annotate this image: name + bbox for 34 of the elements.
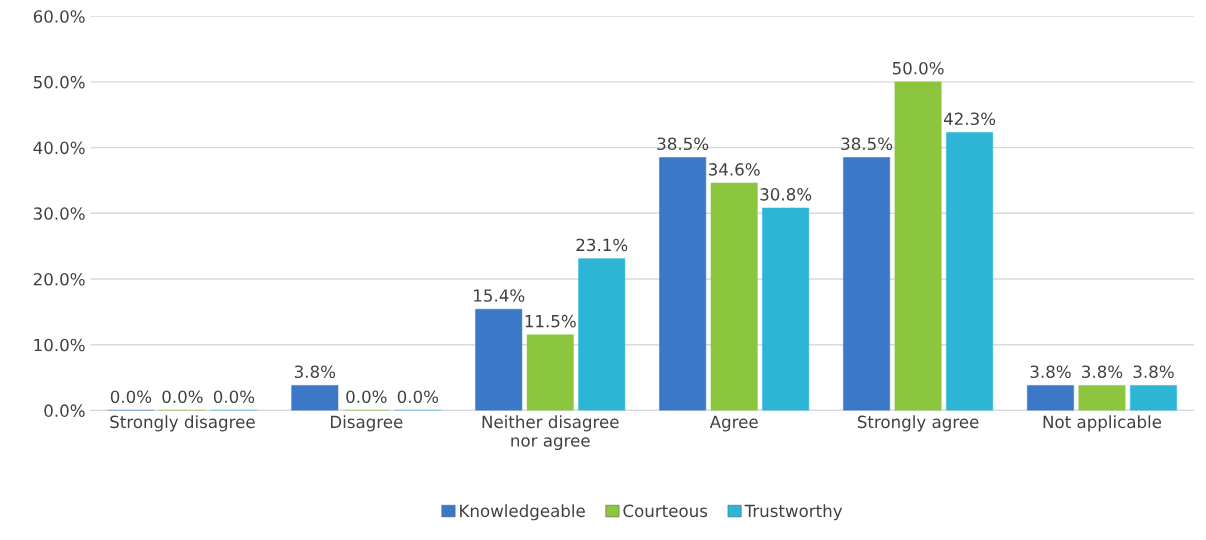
- data-label: 42.3%: [943, 112, 996, 126]
- data-label: 30.8%: [760, 188, 812, 201]
- x-tick-label: Strongly agree: [857, 415, 979, 432]
- legend-label: Courteous: [623, 504, 708, 518]
- data-label: 38.5%: [657, 137, 709, 151]
- data-label: 0.0%: [162, 390, 203, 403]
- y-tick-label: 0.0%: [44, 404, 85, 417]
- data-label: 3.8%: [1133, 365, 1174, 379]
- data-label: 0.0%: [213, 390, 255, 403]
- data-label: 3.8%: [294, 365, 336, 379]
- legend-label: Trustworthy: [744, 504, 843, 521]
- y-tick-label: 30.0%: [33, 207, 85, 220]
- x-tick-label: Not applicable: [1043, 415, 1162, 432]
- data-label: 0.0%: [346, 390, 387, 403]
- data-label: 0.0%: [397, 390, 439, 403]
- x-tick-label: Strongly disagree: [110, 415, 255, 432]
- x-tick-label: Disagree: [330, 415, 403, 432]
- data-label: 23.1%: [576, 238, 628, 252]
- y-tick-label: 60.0%: [33, 10, 85, 23]
- legend-label: Knowledgeable: [460, 504, 585, 521]
- y-tick-label: 10.0%: [34, 338, 85, 352]
- x-tick-label: Agree: [709, 415, 758, 432]
- data-label: 11.5%: [525, 314, 576, 328]
- data-label: 3.8%: [1030, 365, 1071, 379]
- x-tick-label: Neither disagree nor agree: [482, 415, 619, 451]
- y-tick-label: 20.0%: [33, 272, 85, 286]
- data-label: 15.4%: [474, 289, 525, 302]
- y-tick-label: 50.0%: [33, 75, 85, 89]
- data-label: 50.0%: [892, 61, 944, 75]
- data-label: 3.8%: [1082, 365, 1123, 379]
- data-label: 0.0%: [110, 390, 152, 403]
- data-label: 34.6%: [708, 163, 760, 176]
- y-tick-label: 40.0%: [33, 141, 85, 155]
- data-label: 38.5%: [841, 137, 893, 151]
